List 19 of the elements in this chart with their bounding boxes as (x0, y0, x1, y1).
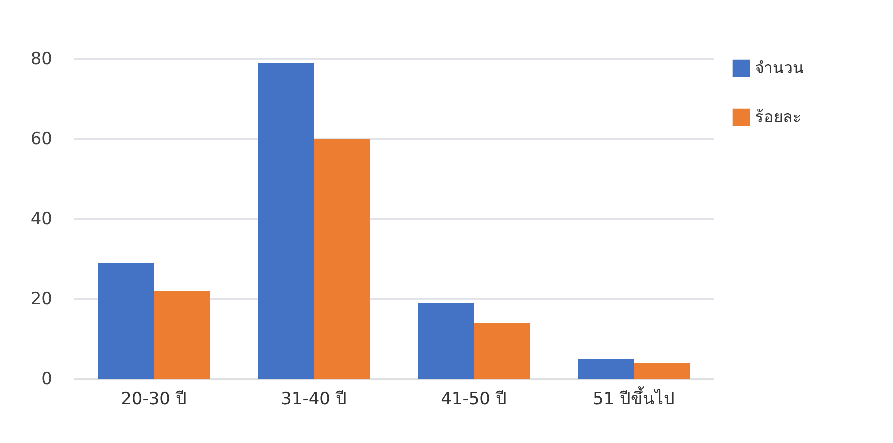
bar (154, 291, 210, 379)
legend-label: จำนวน (755, 58, 804, 78)
x-tick-label: 51 ปีขึ้นไป (592, 386, 676, 410)
legend-label: ร้อยละ (755, 108, 802, 126)
bar (474, 323, 530, 379)
y-tick-label: 20 (30, 290, 52, 310)
bar (634, 363, 690, 379)
bar (418, 303, 474, 379)
bar (314, 139, 370, 379)
bar (578, 359, 634, 379)
x-tick-label: 31-40 ปี (281, 390, 347, 410)
x-tick-label: 20-30 ปี (121, 390, 187, 410)
bar (98, 263, 154, 379)
bar (258, 63, 314, 379)
x-tick-label: 41-50 ปี (441, 390, 507, 410)
y-tick-label: 80 (30, 50, 52, 70)
y-tick-label: 60 (30, 130, 52, 150)
y-tick-label: 0 (42, 370, 52, 390)
y-tick-label: 40 (30, 210, 52, 230)
